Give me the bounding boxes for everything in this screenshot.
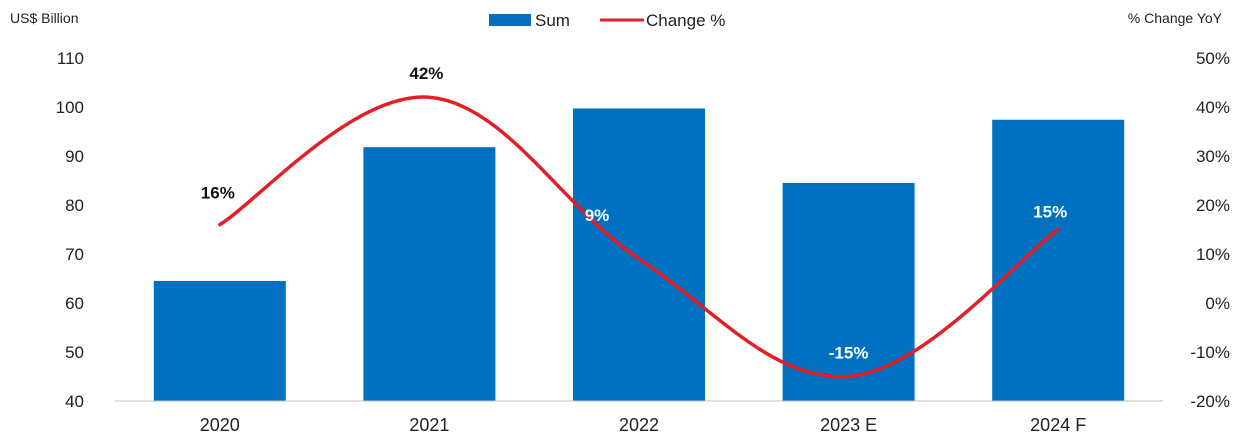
legend-swatch-sum: [489, 14, 531, 26]
category-label: 2020: [200, 415, 240, 435]
legend: Sum Change %: [489, 11, 725, 30]
right-tick-label: 20%: [1196, 196, 1230, 215]
line-series-change: [218, 95, 1060, 379]
bar: [782, 182, 915, 401]
left-axis-title: US$ Billion: [10, 10, 78, 26]
bar: [363, 147, 496, 401]
right-tick-label: -10%: [1190, 343, 1230, 362]
line-data-label: 9%: [585, 206, 610, 225]
bar: [573, 108, 705, 401]
left-tick-label: 100: [56, 98, 84, 117]
x-axis-labels: 2020 2021 2022 2023 E 2024 F: [200, 415, 1086, 435]
bar: [153, 280, 286, 401]
left-tick-label: 80: [65, 196, 84, 215]
right-tick-label: 50%: [1196, 49, 1230, 68]
data-labels: 16% 42% 9% -15% 15%: [201, 64, 1067, 362]
line-data-label: 42%: [409, 64, 443, 83]
left-tick-label: 40: [65, 392, 84, 411]
bar-series-sum: [153, 108, 1125, 402]
bar: [992, 119, 1125, 402]
right-tick-label: 10%: [1196, 245, 1230, 264]
left-tick-label: 90: [65, 147, 84, 166]
legend-label-sum: Sum: [535, 11, 570, 30]
category-label: 2023 E: [820, 415, 877, 435]
category-label: 2022: [619, 415, 659, 435]
right-axis-title: % Change YoY: [1128, 10, 1223, 26]
category-label: 2024 F: [1030, 415, 1086, 435]
right-tick-label: -20%: [1190, 392, 1230, 411]
right-tick-label: 0%: [1205, 294, 1230, 313]
left-tick-label: 70: [65, 245, 84, 264]
line-data-label: 16%: [201, 184, 235, 203]
legend-label-change: Change %: [646, 11, 725, 30]
right-tick-label: 30%: [1196, 147, 1230, 166]
line-data-label: -15%: [829, 344, 869, 363]
right-axis-ticks: -20% -10% 0% 10% 20% 30% 40% 50%: [1190, 49, 1230, 411]
left-axis-ticks: 40 50 60 70 80 90 100 110: [56, 49, 84, 411]
line-data-label: 15%: [1033, 203, 1067, 222]
left-tick-label: 110: [57, 49, 84, 68]
category-label: 2021: [409, 415, 449, 435]
right-tick-label: 40%: [1196, 98, 1230, 117]
left-tick-label: 50: [65, 343, 84, 362]
left-tick-label: 60: [65, 294, 84, 313]
